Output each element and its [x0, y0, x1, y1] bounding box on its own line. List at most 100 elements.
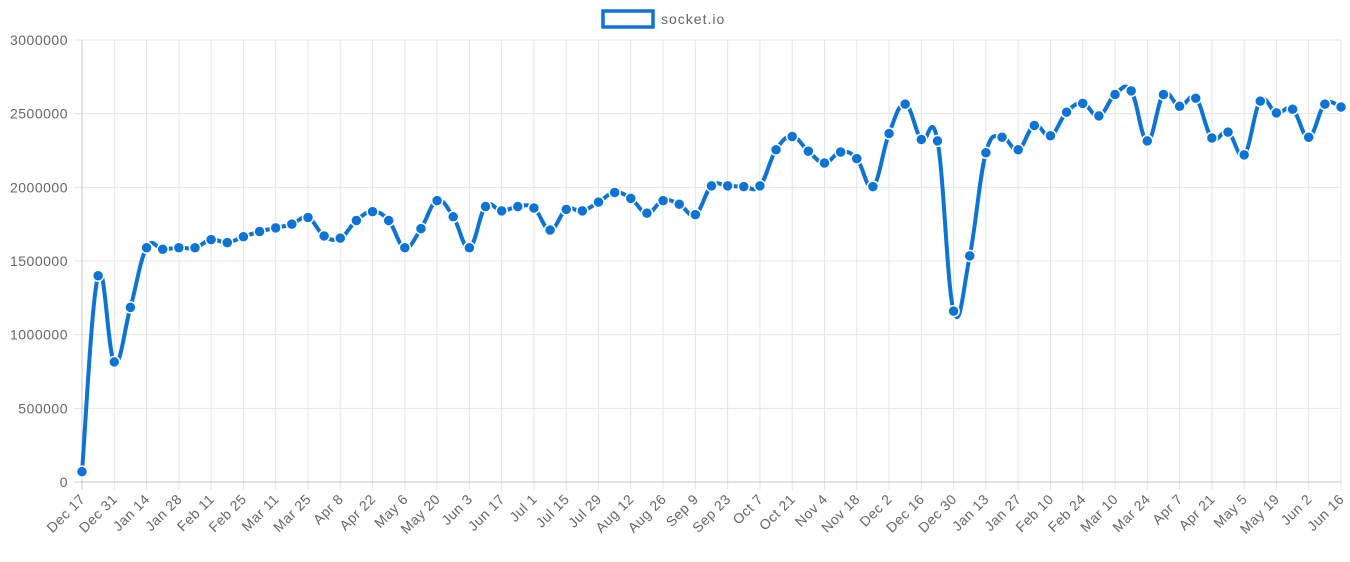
data-point[interactable] — [1141, 134, 1154, 148]
data-point[interactable] — [672, 198, 686, 211]
data-point[interactable] — [559, 203, 573, 216]
data-point[interactable] — [947, 304, 960, 318]
data-point[interactable] — [915, 133, 928, 146]
data-point[interactable] — [221, 236, 234, 249]
data-point[interactable] — [866, 180, 880, 193]
data-point[interactable] — [350, 214, 363, 227]
y-tick-label: 1000000 — [10, 327, 68, 343]
data-point[interactable] — [446, 210, 460, 224]
x-tick-label: Apr 21 — [1175, 491, 1218, 534]
data-point[interactable] — [995, 130, 1009, 144]
data-point[interactable] — [1044, 129, 1057, 143]
data-point[interactable] — [91, 269, 105, 282]
data-point[interactable] — [1076, 97, 1089, 110]
data-point[interactable] — [237, 230, 250, 243]
data-point[interactable] — [543, 223, 557, 237]
data-point[interactable] — [576, 204, 589, 218]
data-point[interactable] — [172, 241, 186, 254]
data-point[interactable] — [527, 201, 541, 215]
data-point[interactable] — [511, 200, 525, 213]
data-point[interactable] — [640, 206, 654, 220]
y-tick-label: 2500000 — [10, 106, 68, 122]
data-point[interactable] — [592, 195, 605, 209]
data-point[interactable] — [301, 211, 315, 224]
data-point[interactable] — [931, 134, 944, 148]
data-point[interactable] — [1173, 100, 1186, 113]
y-tick-label: 2000000 — [10, 179, 68, 195]
data-point[interactable] — [204, 233, 218, 246]
data-point[interactable] — [285, 217, 299, 231]
data-point[interactable] — [156, 242, 169, 256]
data-point[interactable] — [1205, 131, 1219, 145]
x-tick-label: Jul 15 — [533, 491, 573, 531]
data-point[interactable] — [382, 214, 395, 227]
data-point[interactable] — [253, 225, 266, 238]
data-point[interactable] — [1028, 119, 1041, 132]
data-point[interactable] — [398, 241, 412, 254]
data-point[interactable] — [721, 179, 734, 193]
data-point[interactable] — [834, 145, 847, 159]
data-point[interactable] — [495, 204, 508, 218]
legend-swatch[interactable] — [601, 9, 655, 29]
y-tick-label: 500000 — [18, 400, 68, 416]
data-point[interactable] — [850, 152, 864, 165]
grid-lines — [74, 39, 1342, 490]
data-point[interactable] — [1108, 88, 1122, 101]
data-point[interactable] — [882, 127, 896, 140]
data-point[interactable] — [608, 186, 621, 199]
data-point[interactable] — [414, 222, 428, 235]
x-tick-label: Apr 22 — [336, 491, 379, 534]
data-points — [75, 84, 1348, 478]
data-point[interactable] — [963, 249, 977, 263]
data-point[interactable] — [705, 179, 718, 193]
data-point[interactable] — [430, 194, 444, 207]
data-point[interactable] — [737, 180, 751, 193]
data-point[interactable] — [624, 192, 638, 205]
x-tick-label: Jun 16 — [1304, 491, 1347, 534]
legend[interactable]: socket.io — [601, 9, 725, 29]
data-point[interactable] — [1334, 100, 1348, 114]
data-point[interactable] — [124, 301, 137, 314]
data-point[interactable] — [1237, 148, 1251, 162]
data-point[interactable] — [75, 465, 89, 478]
data-point[interactable] — [1270, 106, 1283, 120]
data-point[interactable] — [188, 241, 202, 254]
data-point[interactable] — [818, 156, 831, 170]
data-point[interactable] — [1221, 125, 1235, 139]
data-point[interactable] — [1124, 84, 1138, 98]
data-point[interactable] — [108, 355, 121, 369]
data-point[interactable] — [1060, 105, 1073, 119]
data-point[interactable] — [656, 194, 670, 207]
data-point[interactable] — [1092, 109, 1106, 123]
data-point[interactable] — [269, 221, 282, 235]
data-point[interactable] — [366, 205, 379, 218]
data-point[interactable] — [140, 241, 153, 254]
data-point[interactable] — [802, 144, 815, 158]
y-axis-ticks: 0 500000 1000000 1500000 2000000 2500000 30000… — [10, 32, 68, 490]
data-point[interactable] — [1286, 102, 1299, 116]
data-point[interactable] — [979, 146, 993, 159]
data-point[interactable] — [1011, 143, 1025, 157]
data-point[interactable] — [1254, 94, 1267, 108]
y-tick-label: 1500000 — [10, 253, 68, 269]
data-point[interactable] — [479, 200, 492, 213]
data-point[interactable] — [463, 241, 476, 254]
data-point[interactable] — [1189, 91, 1202, 105]
x-tick-label: Oct 21 — [756, 491, 799, 534]
data-point[interactable] — [334, 231, 347, 245]
data-point[interactable] — [689, 208, 702, 221]
data-point[interactable] — [317, 229, 331, 243]
data-point[interactable] — [1318, 97, 1332, 111]
data-point[interactable] — [898, 97, 912, 111]
data-point[interactable] — [769, 143, 783, 157]
data-point[interactable] — [785, 130, 799, 143]
data-point[interactable] — [753, 179, 767, 193]
data-point[interactable] — [1157, 88, 1170, 101]
y-tick-label: 0 — [60, 474, 68, 490]
legend-label[interactable]: socket.io — [661, 11, 725, 27]
axes — [81, 40, 1341, 483]
series-socket-io — [75, 84, 1348, 478]
data-point[interactable] — [1302, 130, 1315, 144]
